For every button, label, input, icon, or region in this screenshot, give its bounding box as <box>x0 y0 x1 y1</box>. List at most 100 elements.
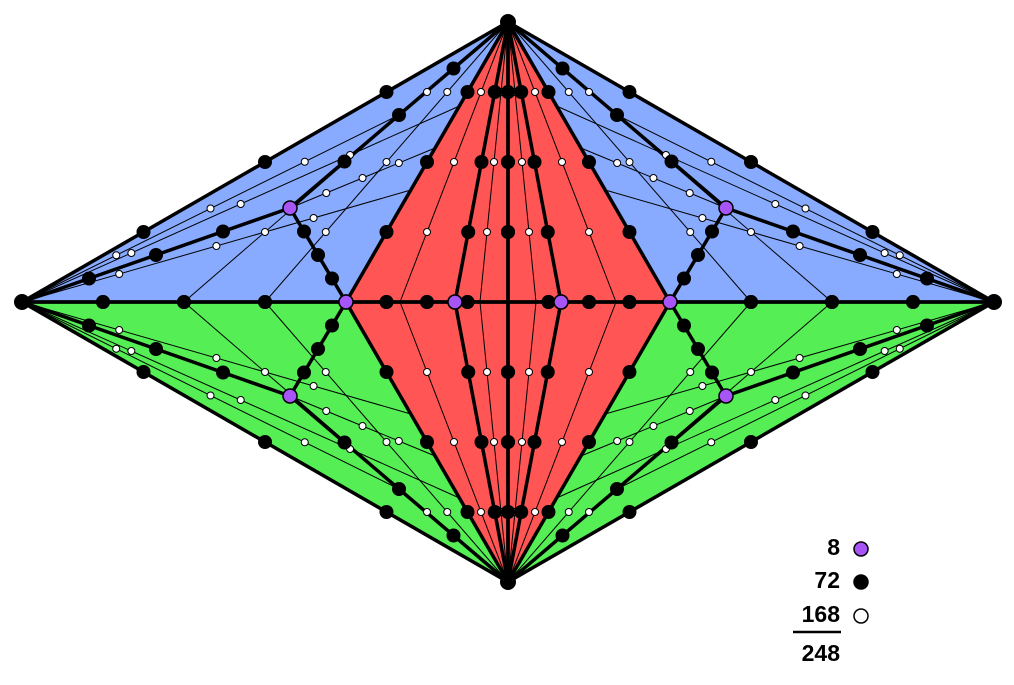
apex-dot <box>986 294 1002 310</box>
black-dot <box>705 365 719 380</box>
black-dot <box>297 224 311 239</box>
black-dot <box>460 505 475 519</box>
white-dot <box>394 159 403 167</box>
white-dot <box>585 508 593 516</box>
black-dot <box>461 365 476 379</box>
white-dot <box>747 228 755 236</box>
white-dot <box>477 88 485 96</box>
white-dot <box>322 189 331 197</box>
white-dot <box>127 249 136 257</box>
white-dot <box>236 396 245 404</box>
white-dot <box>685 189 694 197</box>
black-dot <box>337 154 352 169</box>
white-dot <box>490 158 498 166</box>
black-dot <box>920 318 934 333</box>
black-dot <box>527 155 542 169</box>
black-dot <box>691 342 705 356</box>
purple-dot <box>718 388 734 404</box>
white-dot <box>212 242 221 250</box>
white-dot <box>321 228 330 236</box>
white-dot <box>115 270 124 278</box>
white-dot <box>771 200 780 208</box>
white-dot <box>358 422 367 430</box>
white-dot <box>450 158 458 166</box>
black-dot <box>136 365 151 379</box>
white-dot <box>358 174 367 182</box>
white-dot <box>450 438 458 446</box>
black-dot <box>865 225 880 239</box>
white-dot <box>518 158 526 166</box>
black-dot <box>527 435 542 449</box>
white-dot <box>206 204 215 213</box>
black-dot <box>177 295 191 309</box>
white-dot <box>698 214 707 222</box>
black-dot <box>610 108 624 122</box>
purple-dot <box>447 294 463 310</box>
black-dot <box>582 295 596 309</box>
black-dot <box>705 224 719 239</box>
legend-label: 8 <box>827 534 840 560</box>
white-dot <box>382 438 391 446</box>
black-dot <box>258 155 272 169</box>
white-dot <box>585 368 593 376</box>
black-dot <box>853 342 867 356</box>
black-dot <box>622 365 637 379</box>
black-dot <box>487 505 502 519</box>
white-dot <box>531 508 539 516</box>
black-dot <box>392 482 406 496</box>
black-dot <box>474 155 489 169</box>
black-dot <box>379 365 394 379</box>
white-dot <box>127 347 136 355</box>
white-dot <box>685 407 694 415</box>
black-dot <box>906 295 920 309</box>
white-dot <box>322 407 331 415</box>
white-dot <box>423 228 431 236</box>
legend-total: 248 <box>802 640 841 666</box>
legend-swatch <box>853 541 869 557</box>
white-dot <box>649 422 658 430</box>
black-dot <box>744 435 758 449</box>
white-dot <box>585 228 593 236</box>
black-dot <box>622 225 637 239</box>
apex-dot <box>500 14 516 30</box>
black-dot <box>501 155 515 169</box>
white-dot <box>895 344 904 353</box>
black-dot <box>446 61 461 76</box>
edges <box>21 20 995 584</box>
white-dot <box>518 438 526 446</box>
white-dot <box>300 438 309 447</box>
black-dot <box>582 435 596 449</box>
black-dot <box>786 365 800 380</box>
white-dot <box>236 200 245 208</box>
legend-label: 168 <box>802 601 841 627</box>
legend-label: 72 <box>814 567 840 593</box>
white-dot <box>795 242 804 250</box>
white-dot <box>261 368 269 376</box>
purple-dot <box>282 388 298 404</box>
white-dot <box>443 508 452 516</box>
black-dot <box>865 365 880 379</box>
vertices <box>14 14 1002 590</box>
black-dot <box>446 528 461 543</box>
white-dot <box>423 508 431 516</box>
white-dot <box>558 438 566 446</box>
black-dot <box>379 85 394 99</box>
white-dot <box>892 326 901 334</box>
black-dot <box>555 61 570 76</box>
black-dot <box>786 224 800 239</box>
white-dot <box>112 251 121 260</box>
white-dot <box>212 354 221 362</box>
black-dot <box>501 225 515 239</box>
black-dot <box>541 505 556 519</box>
black-dot <box>541 295 556 309</box>
black-dot <box>664 435 679 450</box>
white-dot <box>625 158 634 166</box>
black-dot <box>461 225 476 239</box>
black-dot <box>82 271 96 286</box>
black-dot <box>744 155 758 169</box>
black-dot <box>258 435 272 449</box>
white-dot <box>531 88 539 96</box>
white-dot <box>483 368 491 376</box>
white-dot <box>649 174 658 182</box>
